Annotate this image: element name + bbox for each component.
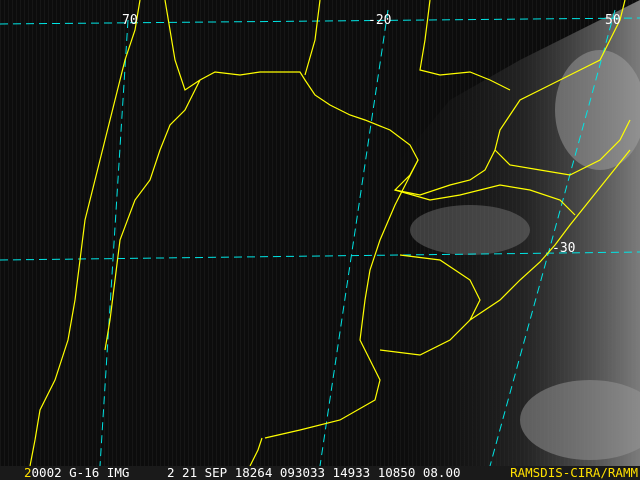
grid-line-lat-20 (0, 17, 640, 25)
credit-label: RAMSDIS-CIRA/RAMM (510, 465, 638, 480)
grid-line-lat-30 (0, 251, 640, 261)
grid-label-lat-20: -20 (368, 13, 391, 28)
cloud-field (380, 0, 640, 466)
grid-line-lon-50 (489, 9, 616, 466)
lat-lon-grid (0, 9, 640, 466)
grid-line-lon-60 (319, 9, 389, 466)
cloud-cluster (520, 380, 640, 460)
cloud-cluster (555, 50, 640, 170)
grid-label-lon-70: 70 (122, 13, 138, 28)
grid-line-lon-70 (99, 19, 129, 466)
satellite-map: 70 -20 50 -30 (0, 0, 640, 466)
country-borders (29, 0, 631, 466)
image-status-bar: 20002 G-16 IMG 2 21 SEP 18264 093033 149… (0, 466, 640, 480)
image-metadata: 0002 G-16 IMG 2 21 SEP 18264 093033 1493… (31, 465, 461, 480)
grid-label-lon-50: 50 (605, 13, 621, 28)
band-number: 2 (24, 465, 32, 480)
grid-label-lat-30: -30 (552, 241, 575, 256)
cloud-cluster (410, 205, 530, 255)
